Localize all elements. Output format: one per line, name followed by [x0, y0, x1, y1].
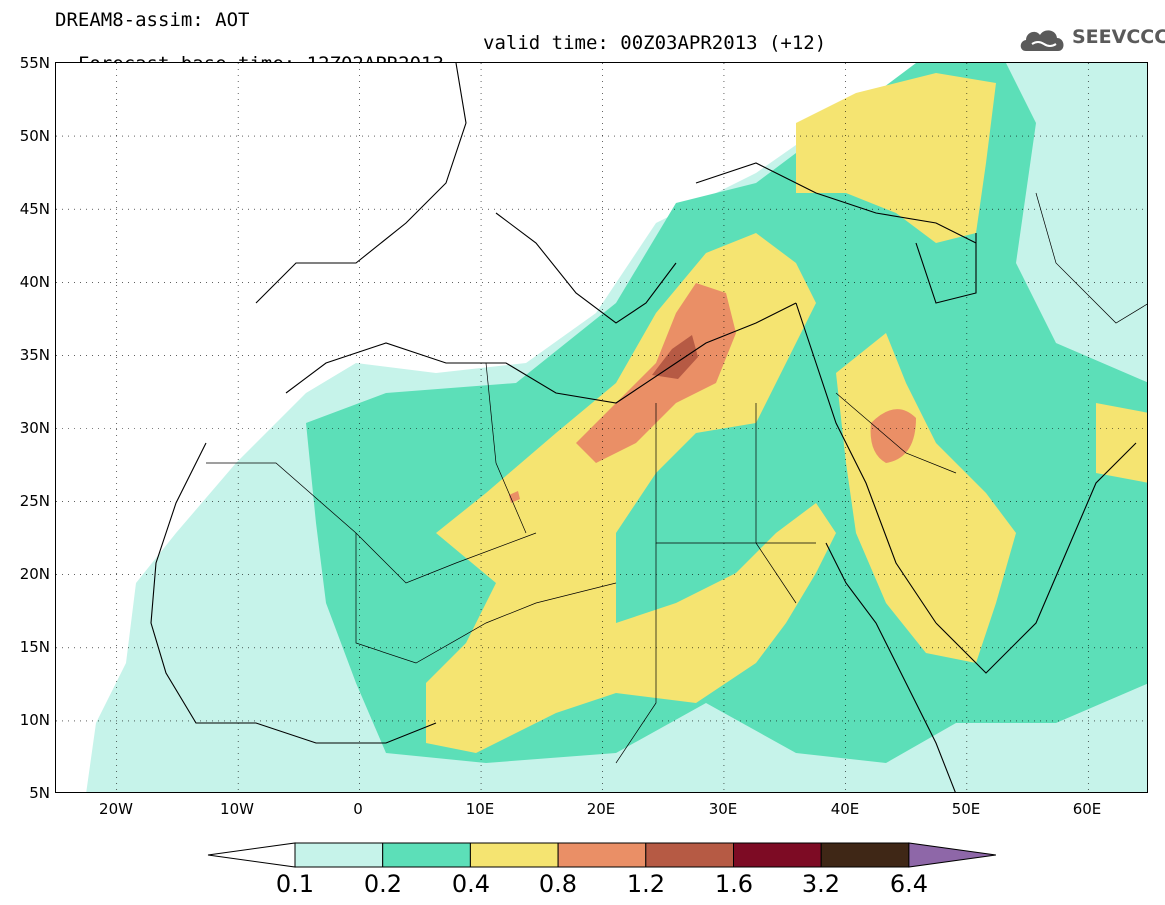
colorbar-underflow-triangle [207, 842, 296, 868]
colorbar-label-0-2: 0.2 [363, 870, 403, 898]
lat-label-5n: 5N [29, 784, 50, 802]
colorbar-box [469, 842, 559, 868]
lat-label-50n: 50N [19, 127, 50, 145]
lon-label-10w: 10W [220, 800, 254, 818]
colorbar-box [557, 842, 647, 868]
colorbar-overflow-triangle [908, 842, 996, 868]
country-borders [206, 192, 1147, 764]
aot-level-0-4 [426, 73, 1147, 753]
lat-label-15n: 15N [19, 638, 50, 656]
colorbar-label-1-6: 1.6 [714, 870, 754, 898]
lat-label-10n: 10N [19, 711, 50, 729]
map-title: DREAM8-assim: AOT [55, 9, 250, 31]
colorbar-label-0-1: 0.1 [275, 870, 315, 898]
aot-map [55, 62, 1148, 793]
cloud-icon [1020, 30, 1064, 51]
lon-label-50e: 50E [951, 800, 981, 818]
coastlines [150, 63, 1137, 792]
lon-label-0: 0 [353, 800, 363, 818]
lat-label-40n: 40N [19, 273, 50, 291]
lat-label-55n: 55N [19, 54, 50, 72]
colorbar-box [733, 842, 822, 868]
lat-label-35n: 35N [19, 346, 50, 364]
graticule [56, 63, 1147, 792]
colorbar-box [382, 842, 471, 868]
lon-label-10e: 10E [465, 800, 495, 818]
lat-label-20n: 20N [19, 565, 50, 583]
colorbar-label-0-8: 0.8 [538, 870, 578, 898]
aot-level-1-2 [652, 335, 698, 379]
lon-label-20e: 20E [586, 800, 616, 818]
lon-label-20w: 20W [99, 800, 133, 818]
colorbar-box [820, 842, 910, 868]
map-canvas [56, 63, 1147, 792]
seevccc-logo: SEEVCCC [1018, 25, 1165, 55]
lat-label-45n: 45N [19, 200, 50, 218]
colorbar-label-1-2: 1.2 [626, 870, 666, 898]
colorbar-box [645, 842, 734, 868]
lon-label-40e: 40E [830, 800, 860, 818]
colorbar-box [294, 842, 384, 868]
lat-label-30n: 30N [19, 419, 50, 437]
logo-text: SEEVCCC [1072, 26, 1165, 48]
valid-time-text: valid time: 00Z03APR2013 (+12) [483, 32, 827, 54]
colorbar-label-6-4: 6.4 [889, 870, 929, 898]
lon-label-30e: 30E [708, 800, 738, 818]
lat-label-25n: 25N [19, 492, 50, 510]
colorbar-label-0-4: 0.4 [451, 870, 491, 898]
lon-label-60e: 60E [1072, 800, 1102, 818]
colorbar-label-3-2: 3.2 [801, 870, 841, 898]
